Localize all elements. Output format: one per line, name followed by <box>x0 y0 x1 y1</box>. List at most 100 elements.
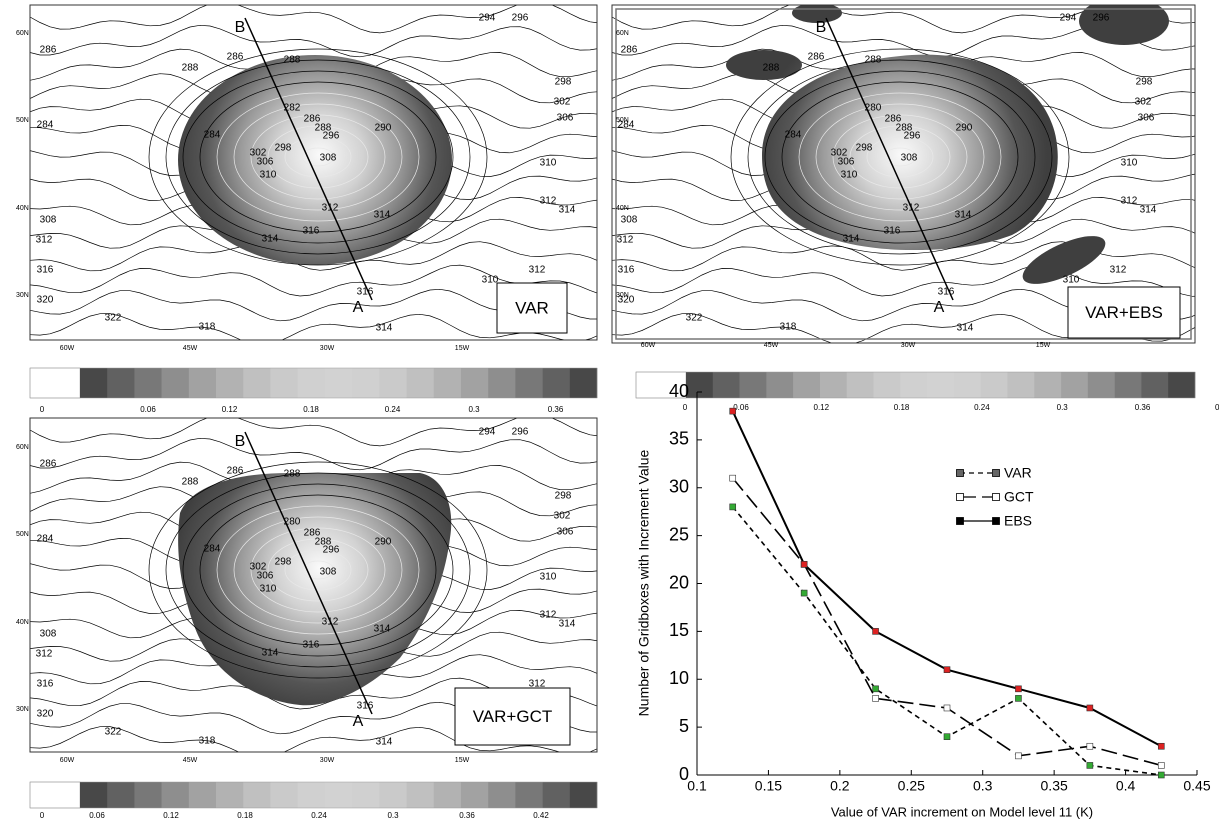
contour-label: 280 <box>284 517 301 528</box>
colorbar-box <box>29 781 81 809</box>
contour-label: 316 <box>37 265 54 276</box>
panel-label-box <box>454 687 571 746</box>
colorbar-tick-label: 0.06 <box>733 403 749 412</box>
contour-label: 306 <box>257 157 274 168</box>
colorbar-box <box>406 368 435 398</box>
colorbar-border <box>29 781 598 809</box>
colorbar-box <box>900 372 928 398</box>
legend-marker <box>992 469 1000 477</box>
colorbar-box <box>793 372 821 398</box>
contour-label: 318 <box>199 322 216 333</box>
lon-label: 60W <box>641 342 656 349</box>
contour-label: 316 <box>303 640 320 651</box>
contour-line <box>883 147 917 167</box>
contour-label: 318 <box>780 322 797 333</box>
colorbar-box <box>1114 372 1142 398</box>
colorbar-tick-label: 0 <box>683 403 688 412</box>
contour-label: 314 <box>559 205 576 216</box>
map-content <box>30 418 597 752</box>
lon-label: 15W <box>455 757 470 764</box>
colorbar-box <box>873 372 901 398</box>
colorbar-box <box>686 372 714 398</box>
legend-marker <box>956 517 964 525</box>
point-marker <box>800 561 808 568</box>
contour-label: 296 <box>1093 13 1110 24</box>
contour-label: 314 <box>1140 205 1157 216</box>
point-marker <box>943 666 951 673</box>
lon-label: 30W <box>320 345 335 352</box>
contour-label: 302 <box>554 97 571 108</box>
colorbar-tick-label: 0.3 <box>468 405 480 414</box>
panel-label-box <box>1067 286 1181 339</box>
lat-label: 30N <box>16 706 29 713</box>
colorbar-box <box>161 368 190 398</box>
panel-label: VAR+GCT <box>473 707 553 726</box>
colorbar-tick-label: 0.24 <box>311 811 327 820</box>
legend-marker <box>956 469 964 477</box>
contour-label: 286 <box>304 528 321 539</box>
contour-label: 280 <box>865 103 882 114</box>
contour-label: 310 <box>1121 158 1138 169</box>
contour-label: 296 <box>904 131 921 142</box>
contour-label: 322 <box>686 313 703 324</box>
contour-label: 312 <box>36 235 53 246</box>
contour-label: 284 <box>204 130 221 141</box>
colorbar-box <box>953 372 981 398</box>
colorbar-tick-label: 0.12 <box>814 403 830 412</box>
colorbar-box <box>819 372 848 398</box>
contour-label: 312 <box>529 679 546 690</box>
colorbar-box <box>379 368 407 398</box>
colorbar-box <box>927 372 955 398</box>
colorbar-box <box>188 782 217 808</box>
colorbar-border <box>635 371 1196 399</box>
legend-marker <box>992 517 1000 525</box>
contour-line <box>612 241 1195 272</box>
contour-line <box>216 92 420 222</box>
x-tick-label: 0.2 <box>830 778 850 794</box>
y-tick-label: 20 <box>669 572 689 592</box>
colorbar-tick-label: 0.3 <box>387 811 399 820</box>
contour-line <box>781 81 1019 233</box>
colorbar-box <box>1168 372 1196 398</box>
colorbar-tick-label: 0.42 <box>1215 403 1219 412</box>
contour-label: 308 <box>320 153 337 164</box>
contour-label: 296 <box>512 13 529 24</box>
contour-label: 302 <box>250 148 267 159</box>
point-marker <box>1015 685 1022 693</box>
map-border-inner <box>615 8 1192 340</box>
contour-line <box>612 264 1195 297</box>
contour-label: 288 <box>315 123 332 134</box>
map-local <box>612 5 1195 343</box>
contour-line <box>30 5 597 34</box>
point-marker <box>1086 742 1094 750</box>
contour-label: 316 <box>37 679 54 690</box>
colorbar-box <box>433 368 462 398</box>
legend-label: EBS <box>1004 513 1032 529</box>
section-label: B <box>816 19 827 36</box>
contour-label: 312 <box>617 235 634 246</box>
legend-marker <box>992 493 1000 501</box>
map-border <box>611 4 1196 344</box>
cross-section-line <box>825 17 954 301</box>
colorbar-box <box>515 782 543 808</box>
map-content <box>30 5 597 340</box>
colorbar-box <box>134 368 162 398</box>
colorbar-box <box>243 368 271 398</box>
contour-line <box>284 549 352 591</box>
contour-line <box>233 516 403 624</box>
contour-label: 284 <box>618 120 635 131</box>
y-tick-label: 35 <box>669 429 689 449</box>
colorbar-box <box>712 372 740 398</box>
lat-label: 40N <box>16 619 29 626</box>
colorbar-box <box>352 368 380 398</box>
contour-label: 308 <box>40 215 57 226</box>
contour-label: 318 <box>199 736 216 747</box>
contour-line <box>267 538 369 602</box>
contour-label: 296 <box>512 427 529 438</box>
contour-label: 288 <box>284 55 301 66</box>
contour-label: 286 <box>808 52 825 63</box>
contour-label: 288 <box>896 123 913 134</box>
lat-label: 60N <box>16 444 29 451</box>
colorbar-tick-label: 0.18 <box>303 405 319 414</box>
